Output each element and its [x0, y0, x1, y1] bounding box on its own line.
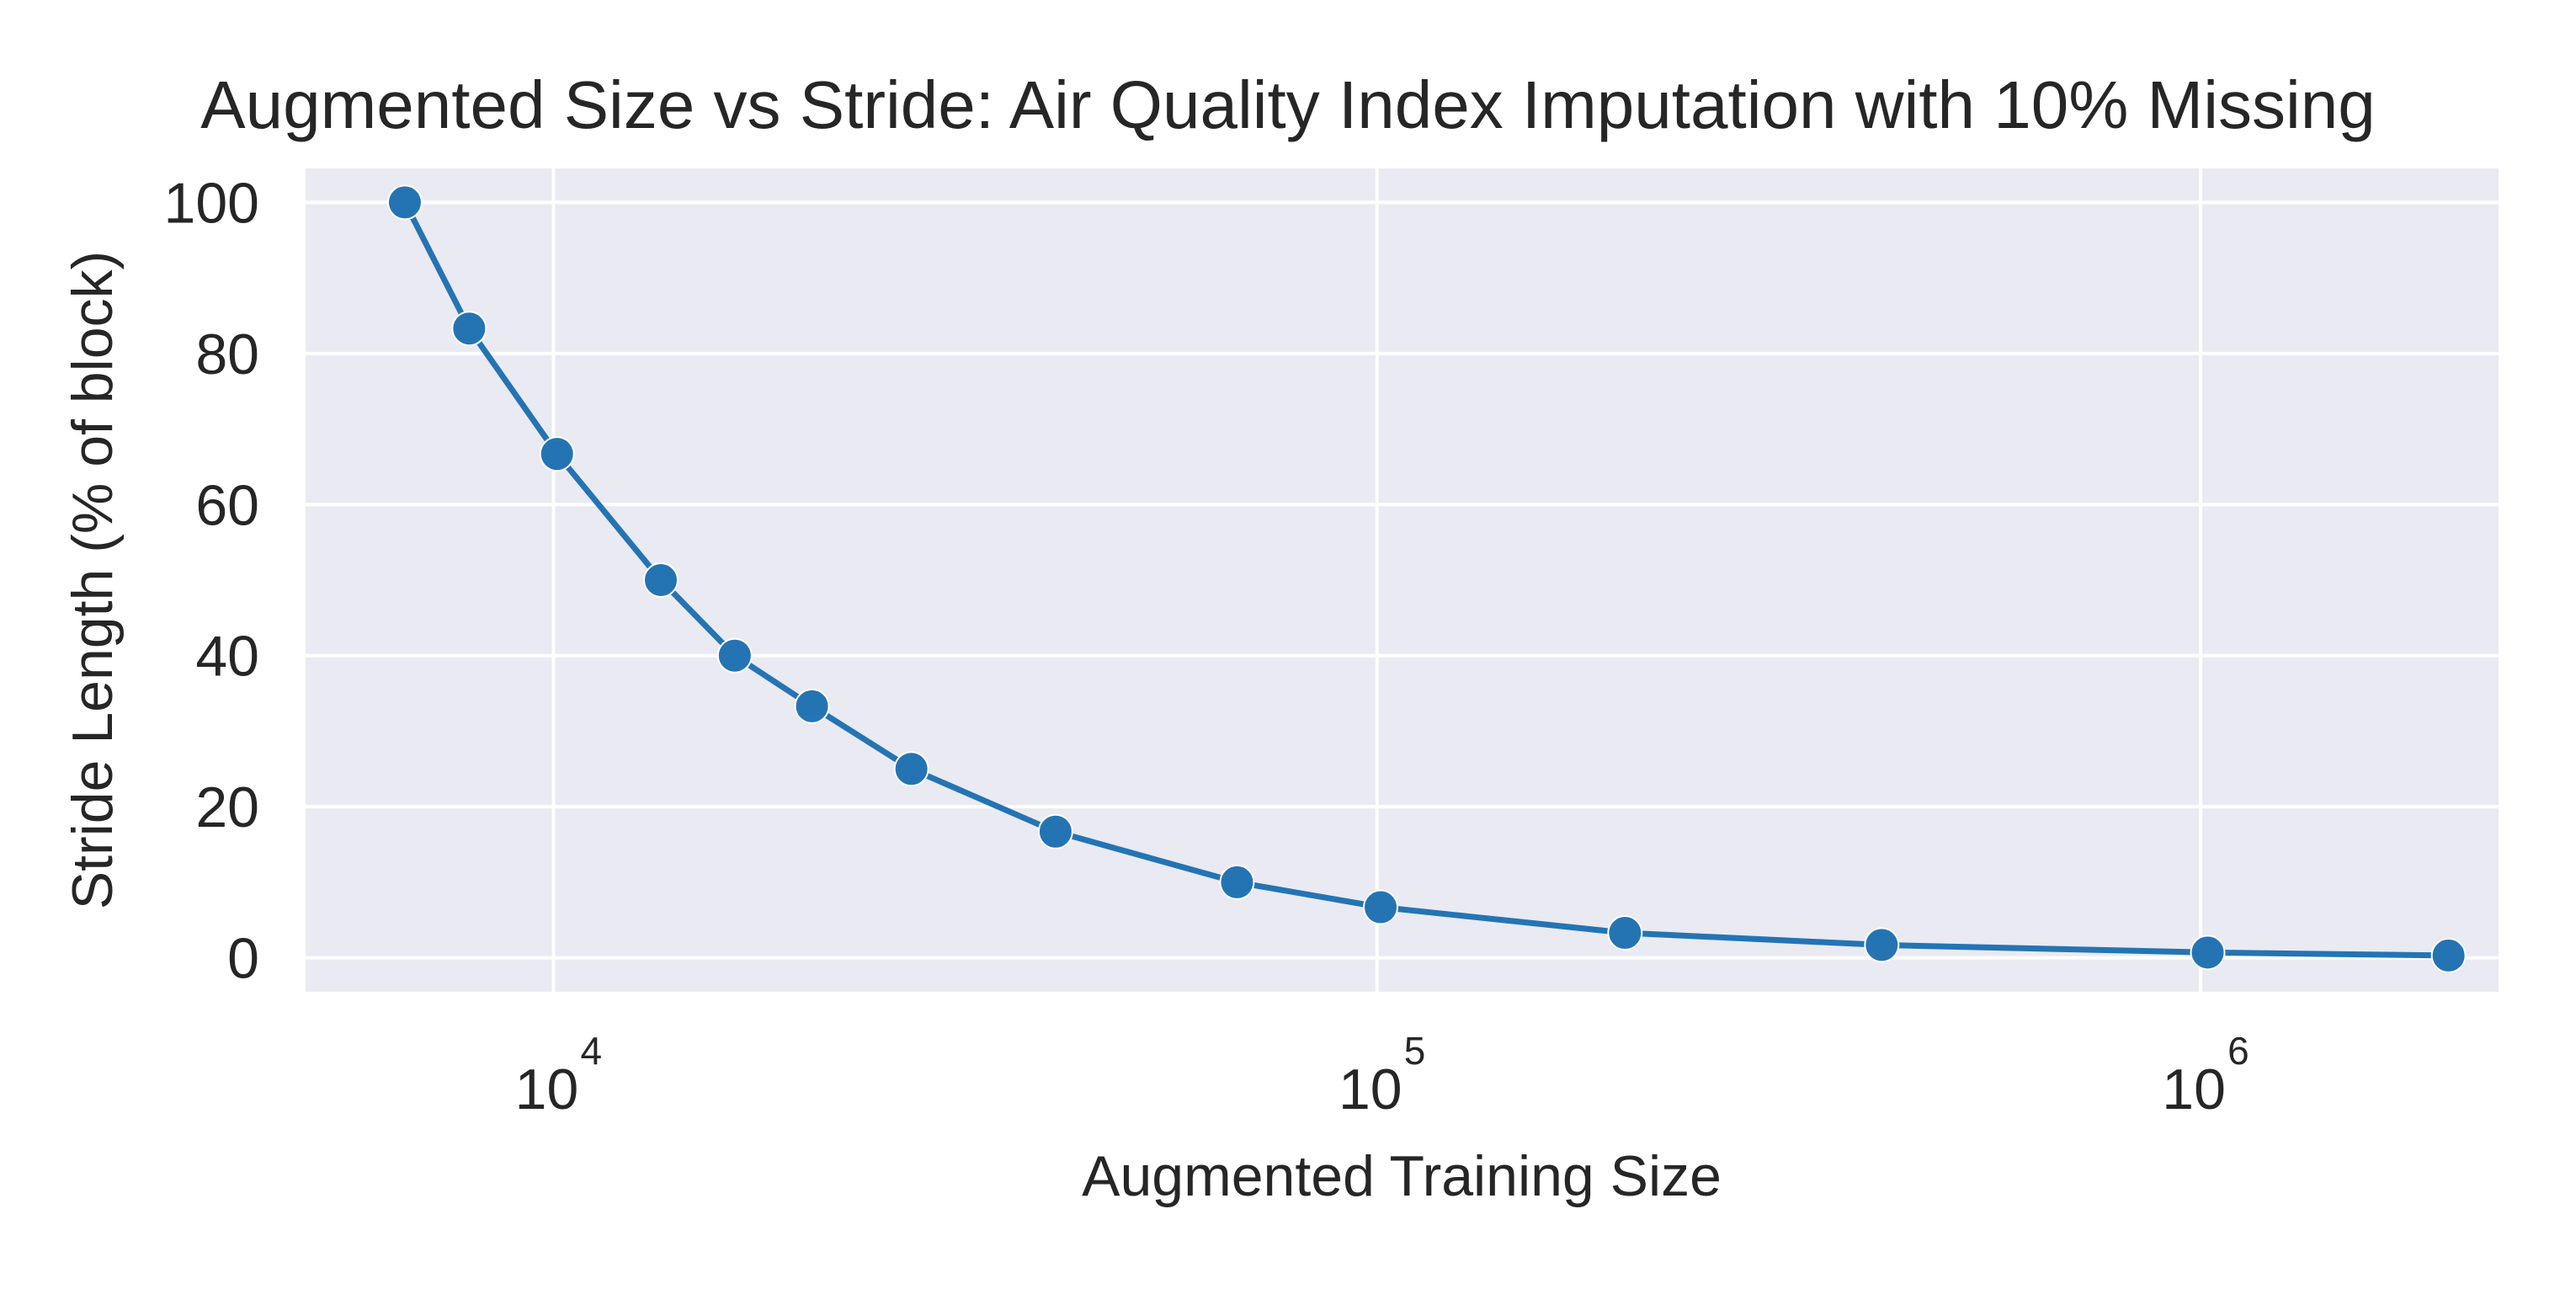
- series-layer: [386, 184, 2467, 973]
- data-point: [1037, 813, 1073, 850]
- data-point: [2430, 937, 2467, 973]
- x-tick-label: 10: [1339, 1057, 1402, 1121]
- data-point: [643, 562, 679, 598]
- chart-title: Augmented Size vs Stride: Air Quality In…: [200, 67, 2375, 142]
- y-tick-label: 0: [227, 927, 259, 991]
- x-tick-label: 10: [515, 1057, 579, 1121]
- y-tick-label: 20: [195, 775, 259, 839]
- data-point: [1607, 915, 1643, 951]
- y-axis-label: Stride Length (% of block): [61, 251, 125, 909]
- data-point: [1219, 864, 1255, 900]
- y-tick-label: 40: [195, 625, 259, 689]
- data-point: [2190, 935, 2226, 971]
- data-point: [893, 751, 929, 787]
- grid-lines: [306, 168, 2499, 992]
- x-axis-label: Augmented Training Size: [1082, 1144, 1722, 1208]
- x-tick-label: 10: [2162, 1057, 2226, 1121]
- y-tick-labels: 0 20 40 60 80 100: [164, 171, 259, 990]
- data-point: [1864, 927, 1900, 963]
- y-tick-label: 100: [164, 171, 259, 235]
- data-point: [716, 637, 753, 674]
- data-point: [386, 184, 423, 221]
- data-point: [794, 688, 830, 724]
- data-point: [451, 311, 487, 347]
- data-point: [1363, 889, 1399, 925]
- x-tick-exponent: 5: [1404, 1029, 1426, 1073]
- plot-area: [306, 168, 2499, 992]
- data-point: [539, 436, 575, 472]
- series-line: [402, 199, 2452, 959]
- x-tick-exponent: 6: [2227, 1029, 2249, 1073]
- y-tick-label: 80: [195, 322, 259, 386]
- x-tick-exponent: 4: [581, 1029, 603, 1073]
- y-tick-label: 60: [195, 473, 259, 537]
